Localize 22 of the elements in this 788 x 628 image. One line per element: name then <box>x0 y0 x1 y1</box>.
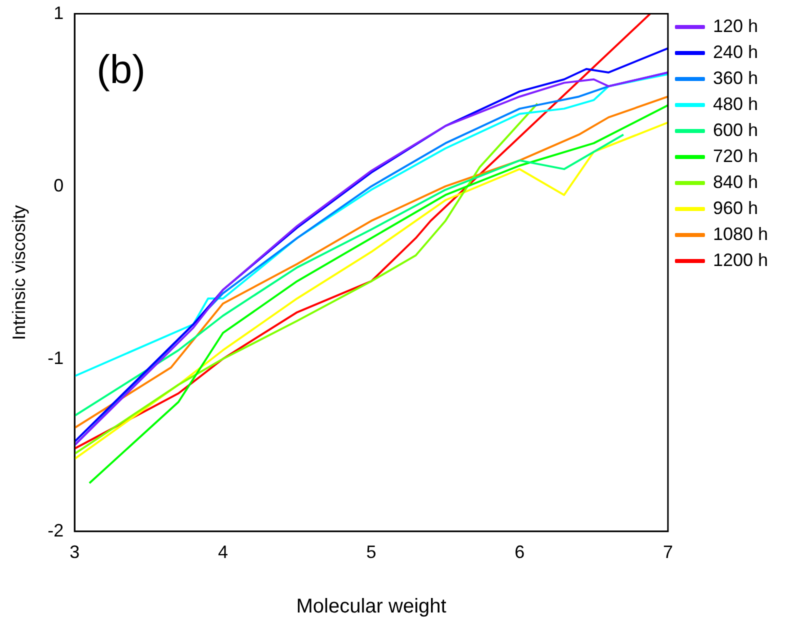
legend-label: 1080 h <box>712 224 768 244</box>
x-tick-label: 7 <box>662 542 673 562</box>
annotation: (b) <box>96 48 146 92</box>
y-tick-label: 1 <box>54 2 64 23</box>
x-tick-label: 3 <box>70 542 80 562</box>
legend-label: 480 h <box>712 94 758 114</box>
legend-label: 600 h <box>712 120 758 140</box>
legend-label: 120 h <box>712 16 758 36</box>
legend-label: 240 h <box>712 42 758 62</box>
x-axis-title: Molecular weight <box>296 596 447 618</box>
y-axis-title: Intrinsic viscosity <box>8 205 29 340</box>
legend-label: 360 h <box>712 68 758 88</box>
legend-label: 840 h <box>712 172 758 192</box>
y-tick-label: -1 <box>48 348 64 368</box>
x-tick-label: 4 <box>218 542 228 562</box>
legend-label: 960 h <box>712 198 758 218</box>
legend-label: 1200 h <box>712 250 768 270</box>
x-tick-label: 5 <box>366 542 376 562</box>
x-tick-label: 6 <box>514 542 525 562</box>
y-tick-label: 0 <box>54 175 64 196</box>
y-tick-label: -2 <box>48 520 64 540</box>
legend-label: 720 h <box>712 146 758 166</box>
